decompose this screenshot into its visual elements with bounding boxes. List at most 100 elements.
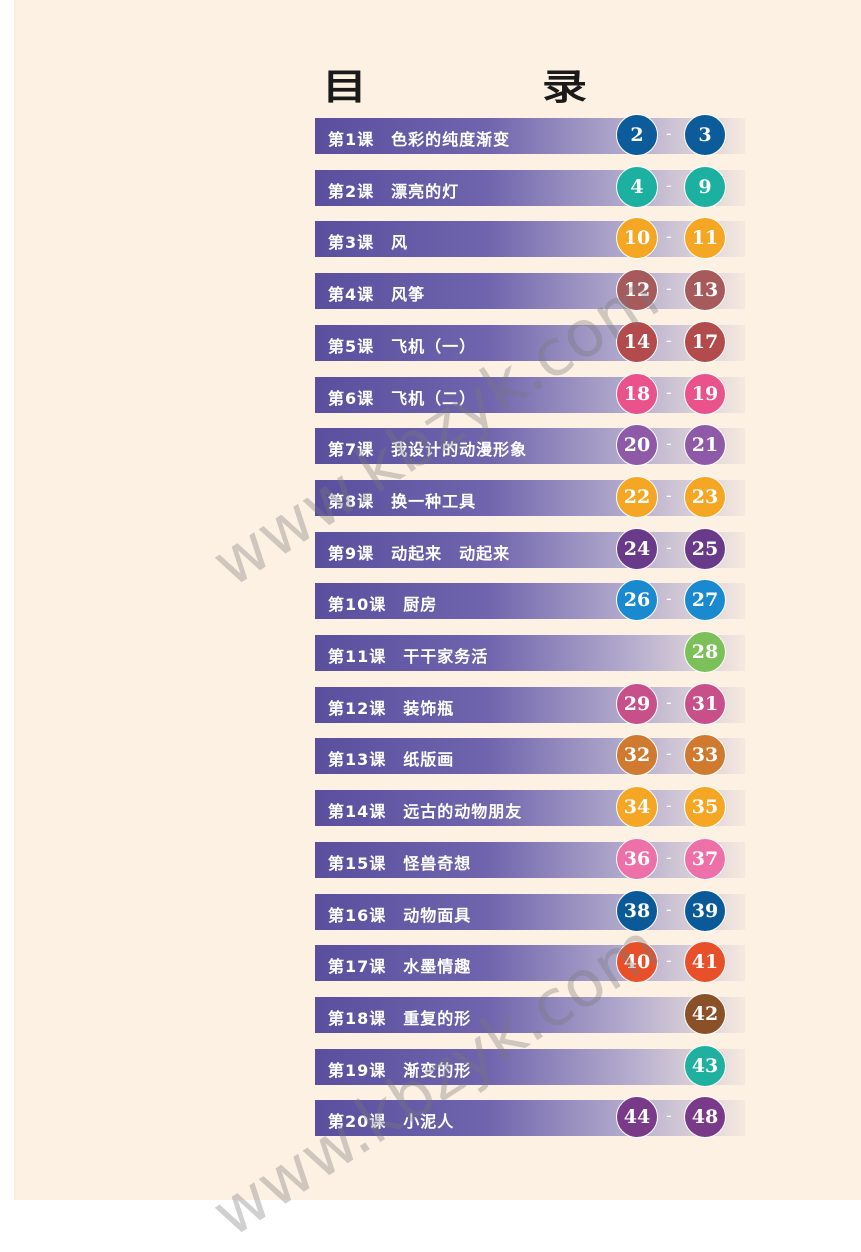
- start-page-badge: 38: [616, 889, 658, 932]
- range-dash: -: [666, 279, 672, 299]
- lesson-title: 第10课 厨房: [328, 595, 438, 615]
- lesson-title: 第5课 飞机（一）: [328, 336, 477, 356]
- toc-entry[interactable]: 第1课 色彩的纯度渐变 2-3: [315, 114, 745, 156]
- toc-entry[interactable]: 第3课 风 10-11: [315, 217, 745, 260]
- toc-entry[interactable]: 第16课 动物面具 38-39: [315, 889, 745, 932]
- entry-bar: [315, 996, 745, 1033]
- entry-bar: [315, 635, 745, 671]
- toc-entry[interactable]: 第19课 渐变的形 43: [315, 1044, 745, 1087]
- end-page-badge: 42: [684, 992, 726, 1035]
- entry-bar: [315, 118, 745, 154]
- range-dash: -: [666, 227, 672, 247]
- start-page-badge: 29: [616, 682, 658, 725]
- entry-bar: [315, 531, 745, 568]
- entry-bar: [315, 169, 745, 206]
- toc-entry[interactable]: 第4课 风筝 12-13: [315, 269, 745, 312]
- lesson-title: 第19课 渐变的形: [328, 1060, 472, 1080]
- toc-entry[interactable]: 第18课 重复的形 42: [315, 992, 745, 1035]
- entry-bar: [315, 1100, 745, 1137]
- entry-bar: [315, 376, 745, 413]
- end-page-badge: 25: [684, 527, 726, 570]
- start-page-badge: 40: [616, 941, 658, 984]
- entry-bar: [315, 479, 745, 516]
- toc-entry[interactable]: 第20课 小泥人 44-48: [315, 1096, 745, 1139]
- range-dash: -: [666, 485, 672, 505]
- page-title: 目 录: [322, 67, 653, 108]
- start-page-badge: 18: [616, 372, 658, 415]
- entry-bar: [315, 738, 745, 775]
- toc-entry[interactable]: 第2课 漂亮的灯 4-9: [315, 165, 745, 208]
- range-dash: -: [666, 175, 672, 195]
- end-page-badge: 41: [684, 941, 726, 984]
- start-page-badge: 14: [616, 320, 658, 363]
- entry-bar: [315, 273, 745, 310]
- toc-entry[interactable]: 第8课 换一种工具 22-23: [315, 475, 745, 518]
- start-page-badge: 10: [616, 217, 658, 260]
- end-page-badge: 23: [684, 475, 726, 518]
- toc-entry[interactable]: 第12课 装饰瓶 29-31: [315, 682, 745, 725]
- lesson-title: 第6课 飞机（二）: [328, 388, 477, 408]
- toc-entry[interactable]: 第9课 动起来 动起来 24-25: [315, 527, 745, 570]
- range-dash: -: [666, 744, 672, 764]
- entry-bar: [315, 324, 745, 361]
- end-page-badge: 19: [684, 372, 726, 415]
- entry-bar: [315, 893, 745, 930]
- toc-entry[interactable]: 第5课 飞机（一） 14-17: [315, 320, 745, 363]
- toc-entry[interactable]: 第15课 怪兽奇想 36-37: [315, 837, 745, 880]
- range-dash: -: [666, 382, 672, 402]
- end-page-badge: 13: [684, 269, 726, 312]
- lesson-title: 第7课 我设计的动漫形象: [328, 440, 528, 460]
- toc-entry[interactable]: 第10课 厨房 26-27: [315, 579, 745, 622]
- range-dash: -: [666, 589, 672, 609]
- range-dash: -: [666, 847, 672, 867]
- toc-entry[interactable]: 第6课 飞机（二） 18-19: [315, 372, 745, 415]
- end-page-badge: 21: [684, 424, 726, 467]
- toc-entry[interactable]: 第13课 纸版画 32-33: [315, 734, 745, 777]
- end-page-badge: 9: [684, 165, 726, 208]
- lesson-title: 第18课 重复的形: [328, 1008, 472, 1028]
- range-dash: -: [666, 796, 672, 816]
- lesson-title: 第12课 装饰瓶: [328, 698, 455, 718]
- start-page-badge: 2: [616, 114, 658, 156]
- end-page-badge: 31: [684, 682, 726, 725]
- end-page-badge: 28: [684, 631, 726, 673]
- toc-entry[interactable]: 第14课 远古的动物朋友 34-35: [315, 786, 745, 829]
- entry-bar: [315, 945, 745, 982]
- end-page-badge: 3: [684, 114, 726, 156]
- end-page-badge: 17: [684, 320, 726, 363]
- start-page-badge: 44: [616, 1096, 658, 1139]
- lesson-title: 第14课 远古的动物朋友: [328, 802, 523, 822]
- range-dash: -: [666, 537, 672, 557]
- entry-bar: [315, 686, 745, 723]
- lesson-title: 第3课 风: [328, 233, 409, 253]
- start-page-badge: 34: [616, 786, 658, 829]
- lesson-title: 第13课 纸版画: [328, 750, 455, 770]
- lesson-title: 第1课 色彩的纯度渐变: [328, 130, 511, 149]
- toc-entry[interactable]: 第11课 干干家务活 28: [315, 631, 745, 673]
- entry-bar: [315, 583, 745, 620]
- toc-entry[interactable]: 第7课 我设计的动漫形象 20-21: [315, 424, 745, 467]
- range-dash: -: [666, 434, 672, 454]
- range-dash: -: [666, 899, 672, 919]
- entry-bar: [315, 790, 745, 827]
- lesson-title: 第11课 干干家务活: [328, 647, 489, 666]
- entry-bar: [315, 221, 745, 258]
- range-dash: -: [666, 330, 672, 350]
- lesson-title: 第20课 小泥人: [328, 1112, 455, 1132]
- lesson-title: 第2课 漂亮的灯: [328, 181, 460, 201]
- end-page-badge: 27: [684, 579, 726, 622]
- lesson-title: 第16课 动物面具: [328, 905, 472, 925]
- entry-bar: [315, 1048, 745, 1085]
- start-page-badge: 4: [616, 165, 658, 208]
- start-page-badge: 32: [616, 734, 658, 777]
- lesson-title: 第15课 怪兽奇想: [328, 853, 472, 873]
- lesson-title: 第8课 换一种工具: [328, 491, 477, 511]
- start-page-badge: 12: [616, 269, 658, 312]
- lesson-title: 第17课 水墨情趣: [328, 957, 472, 977]
- range-dash: -: [666, 1106, 672, 1126]
- lesson-title: 第4课 风筝: [328, 285, 426, 305]
- range-dash: -: [666, 692, 672, 712]
- end-page-badge: 11: [684, 217, 726, 260]
- start-page-badge: 36: [616, 837, 658, 880]
- toc-entry[interactable]: 第17课 水墨情趣 40-41: [315, 941, 745, 984]
